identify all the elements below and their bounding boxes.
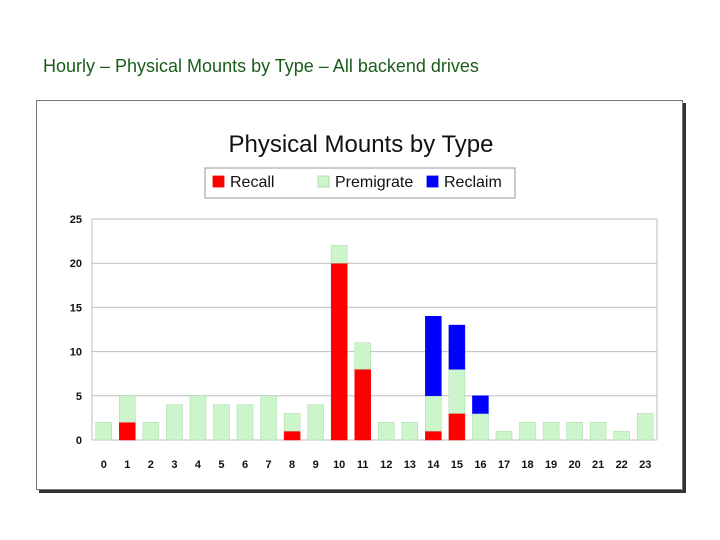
legend-label-premigrate: Premigrate [335,174,413,191]
x-tick-label: 21 [592,459,604,471]
x-tick-label: 10 [333,459,345,471]
x-tick-label: 2 [148,459,154,471]
x-tick-label: 15 [451,459,463,471]
chart-legend: Recall Premigrate Reclaim [204,167,516,199]
x-tick-label: 19 [545,459,557,471]
x-tick-label: 14 [427,459,440,471]
bar-premigrate-0 [95,422,113,441]
x-tick-label: 13 [404,459,416,471]
y-tick-label: 15 [70,302,82,314]
bar-recall-15 [448,413,466,441]
chart-bars [95,245,654,441]
bar-premigrate-11 [354,342,371,370]
bar-recall-14 [425,430,442,441]
slide-title: Hourly – Physical Mounts by Type – All b… [43,56,479,76]
legend-swatch-premigrate [317,175,330,188]
bar-premigrate-2 [142,422,160,441]
bar-recall-8 [283,430,301,441]
bar-premigrate-18 [519,422,536,441]
bar-premigrate-9 [307,404,324,441]
y-tick-label: 25 [70,214,82,226]
x-tick-label: 1 [124,459,130,471]
x-tick-label: 8 [289,459,295,471]
y-tick-label: 20 [70,258,82,270]
bar-premigrate-12 [378,422,395,441]
legend-label-recall: Recall [230,174,274,191]
x-tick-label: 11 [357,459,369,471]
bar-premigrate-6 [236,404,254,441]
y-axis: 0 5 10 15 20 25 [70,214,82,447]
bar-premigrate-17 [495,430,513,441]
bar-premigrate-10 [330,245,348,264]
bar-premigrate-20 [566,422,583,441]
x-axis: 0 1 2 3 4 5 6 7 8 9 10 11 12 13 14 15 16 17 18 19 20 21 22 23 [101,459,652,471]
x-tick-label: 17 [498,459,510,471]
legend-label-reclaim: Reclaim [444,174,502,191]
legend-swatch-reclaim [426,175,439,188]
x-tick-label: 22 [616,459,628,471]
x-tick-label: 7 [266,459,272,471]
bar-recall-11 [354,369,371,441]
bar-premigrate-16 [472,413,489,441]
legend-swatch-recall [212,175,225,188]
x-tick-label: 18 [521,459,533,471]
bar-premigrate-22 [613,430,630,441]
x-tick-label: 9 [313,459,319,471]
bar-recall-10 [330,262,348,441]
x-tick-label: 12 [380,459,392,471]
bar-premigrate-14 [425,395,442,432]
bar-premigrate-4 [189,395,207,441]
bar-premigrate-23 [636,413,654,441]
bar-reclaim-14 [425,315,442,397]
x-tick-label: 20 [568,459,580,471]
bar-premigrate-3 [166,404,183,441]
chart-gridlines [91,218,658,441]
bar-recall-1 [119,422,136,441]
y-tick-label: 0 [76,435,82,447]
x-tick-label: 23 [639,459,651,471]
bar-premigrate-13 [401,422,419,441]
bar-premigrate-7 [260,395,277,441]
legend-box [204,167,516,199]
x-tick-label: 5 [218,459,224,471]
bar-reclaim-16 [472,395,489,414]
bar-premigrate-19 [542,422,560,441]
bar-premigrate-15 [448,369,466,414]
bar-reclaim-15 [448,324,466,370]
x-tick-label: 6 [242,459,248,471]
x-tick-label: 16 [474,459,486,471]
chart-panel: Physical Mounts by Type Recall Premigrate… [36,100,683,490]
bar-premigrate-5 [213,404,230,441]
bar-premigrate-1 [119,395,136,423]
x-tick-label: 3 [171,459,177,471]
y-tick-label: 10 [70,347,82,359]
bar-premigrate-8 [283,413,301,432]
x-tick-label: 4 [195,459,202,471]
x-tick-label: 0 [101,459,107,471]
chart-canvas: Physical Mounts by Type Recall Premigrate… [70,131,658,471]
y-tick-label: 5 [76,391,82,403]
bar-premigrate-21 [589,422,607,441]
chart-title: Physical Mounts by Type [228,131,493,158]
